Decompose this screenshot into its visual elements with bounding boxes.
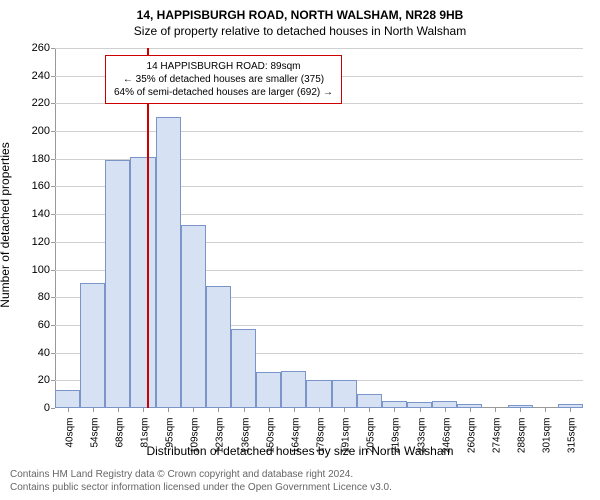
xtick-label: 178sqm bbox=[316, 418, 327, 468]
ytick-label: 160 bbox=[20, 180, 50, 192]
ytick-label: 220 bbox=[20, 97, 50, 109]
xtick-mark bbox=[344, 408, 345, 412]
xtick-label: 68sqm bbox=[114, 418, 125, 468]
y-axis-line bbox=[55, 48, 56, 408]
xtick-mark bbox=[218, 408, 219, 412]
xtick-label: 233sqm bbox=[416, 418, 427, 468]
legend-line-2: ← 35% of detached houses are smaller (37… bbox=[114, 73, 333, 86]
histogram-bar bbox=[281, 371, 306, 408]
xtick-label: 164sqm bbox=[290, 418, 301, 468]
xtick-label: 109sqm bbox=[190, 418, 201, 468]
xtick-mark bbox=[445, 408, 446, 412]
ytick-mark bbox=[51, 103, 55, 104]
histogram-bar bbox=[432, 401, 457, 408]
xtick-mark bbox=[269, 408, 270, 412]
ytick-mark bbox=[51, 159, 55, 160]
xtick-mark bbox=[394, 408, 395, 412]
ytick-mark bbox=[51, 76, 55, 77]
xtick-label: 301sqm bbox=[542, 418, 553, 468]
ytick-mark bbox=[51, 214, 55, 215]
ytick-label: 80 bbox=[20, 291, 50, 303]
histogram-bar bbox=[181, 225, 206, 408]
xtick-label: 260sqm bbox=[466, 418, 477, 468]
marker-legend-box: 14 HAPPISBURGH ROAD: 89sqm ← 35% of deta… bbox=[105, 55, 342, 104]
xtick-mark bbox=[93, 408, 94, 412]
xtick-label: 191sqm bbox=[341, 418, 352, 468]
xtick-mark bbox=[244, 408, 245, 412]
ytick-label: 60 bbox=[20, 319, 50, 331]
histogram-bar bbox=[130, 157, 155, 408]
xtick-mark bbox=[470, 408, 471, 412]
xtick-mark bbox=[495, 408, 496, 412]
histogram-bar bbox=[206, 286, 231, 408]
histogram-bar bbox=[306, 380, 331, 408]
ytick-label: 40 bbox=[20, 347, 50, 359]
ytick-mark bbox=[51, 408, 55, 409]
ytick-mark bbox=[51, 325, 55, 326]
xtick-mark bbox=[570, 408, 571, 412]
xtick-mark bbox=[369, 408, 370, 412]
ytick-mark bbox=[51, 270, 55, 271]
ytick-label: 240 bbox=[20, 70, 50, 82]
ytick-label: 100 bbox=[20, 264, 50, 276]
xtick-mark bbox=[143, 408, 144, 412]
histogram-bar bbox=[80, 283, 105, 408]
xtick-label: 219sqm bbox=[391, 418, 402, 468]
ytick-mark bbox=[51, 131, 55, 132]
xtick-label: 81sqm bbox=[140, 418, 151, 468]
legend-line-3: 64% of semi-detached houses are larger (… bbox=[114, 86, 333, 99]
xtick-label: 136sqm bbox=[240, 418, 251, 468]
xtick-mark bbox=[168, 408, 169, 412]
xtick-label: 40sqm bbox=[64, 418, 75, 468]
footer-line-2: Contains public sector information licen… bbox=[10, 482, 392, 493]
ytick-mark bbox=[51, 186, 55, 187]
ytick-label: 260 bbox=[20, 42, 50, 54]
ytick-mark bbox=[51, 242, 55, 243]
xtick-label: 123sqm bbox=[215, 418, 226, 468]
histogram-chart: 14, HAPPISBURGH ROAD, NORTH WALSHAM, NR2… bbox=[0, 0, 600, 500]
xtick-label: 246sqm bbox=[441, 418, 452, 468]
ytick-mark bbox=[51, 297, 55, 298]
histogram-bar bbox=[156, 117, 181, 408]
chart-title: 14, HAPPISBURGH ROAD, NORTH WALSHAM, NR2… bbox=[0, 0, 600, 22]
histogram-bar bbox=[357, 394, 382, 408]
xtick-label: 315sqm bbox=[567, 418, 578, 468]
histogram-bar bbox=[105, 160, 130, 408]
xtick-mark bbox=[294, 408, 295, 412]
xtick-mark bbox=[545, 408, 546, 412]
xtick-label: 274sqm bbox=[492, 418, 503, 468]
histogram-bar bbox=[382, 401, 407, 408]
footer-line-1: Contains HM Land Registry data © Crown c… bbox=[10, 469, 353, 480]
histogram-bar bbox=[332, 380, 357, 408]
ytick-mark bbox=[51, 380, 55, 381]
ytick-label: 140 bbox=[20, 208, 50, 220]
histogram-bar bbox=[256, 372, 281, 408]
xtick-mark bbox=[319, 408, 320, 412]
xtick-label: 95sqm bbox=[165, 418, 176, 468]
xtick-mark bbox=[520, 408, 521, 412]
ytick-label: 20 bbox=[20, 374, 50, 386]
xtick-mark bbox=[193, 408, 194, 412]
chart-subtitle: Size of property relative to detached ho… bbox=[0, 22, 600, 38]
xtick-mark bbox=[420, 408, 421, 412]
xtick-label: 54sqm bbox=[89, 418, 100, 468]
gridline bbox=[55, 131, 583, 132]
ytick-label: 120 bbox=[20, 236, 50, 248]
histogram-bar bbox=[231, 329, 256, 408]
xtick-label: 150sqm bbox=[265, 418, 276, 468]
ytick-label: 0 bbox=[20, 402, 50, 414]
ytick-mark bbox=[51, 353, 55, 354]
histogram-bar bbox=[55, 390, 80, 408]
ytick-mark bbox=[51, 48, 55, 49]
legend-line-1: 14 HAPPISBURGH ROAD: 89sqm bbox=[114, 60, 333, 73]
y-axis-label: Number of detached properties bbox=[0, 142, 12, 307]
xtick-label: 205sqm bbox=[366, 418, 377, 468]
ytick-label: 200 bbox=[20, 125, 50, 137]
xtick-mark bbox=[68, 408, 69, 412]
ytick-label: 180 bbox=[20, 153, 50, 165]
xtick-label: 288sqm bbox=[517, 418, 528, 468]
xtick-mark bbox=[118, 408, 119, 412]
gridline bbox=[55, 48, 583, 49]
